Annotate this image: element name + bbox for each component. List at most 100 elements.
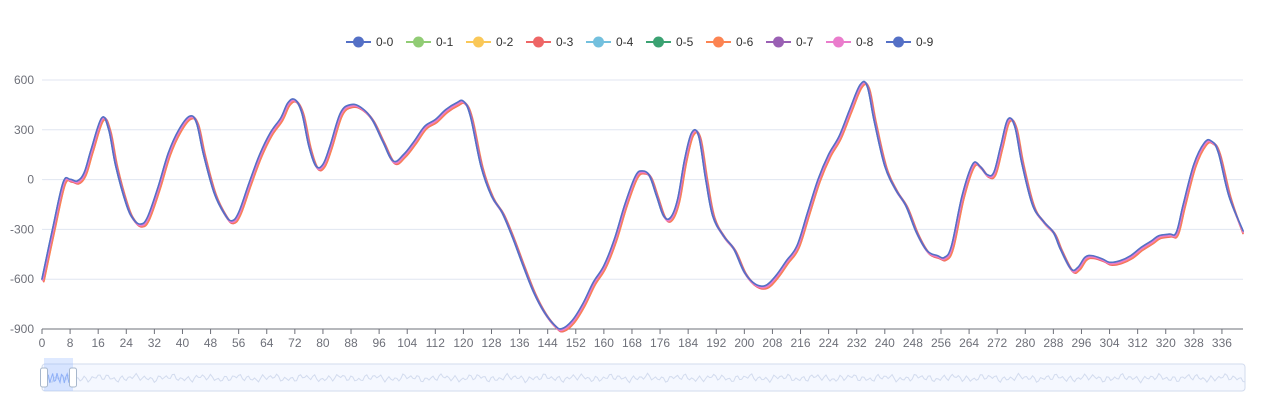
legend-label: 0-5	[676, 35, 694, 49]
zoom-handle-left[interactable]	[40, 367, 48, 388]
x-tick-label: 104	[397, 336, 417, 350]
data-zoom-slider[interactable]	[40, 358, 1246, 392]
x-tick-label: 48	[204, 336, 218, 350]
x-tick-label: 96	[372, 336, 386, 350]
series-line-0-1[interactable]	[42, 81, 1244, 332]
legend-label: 0-0	[376, 35, 394, 49]
x-tick-label: 320	[1156, 336, 1176, 350]
x-tick-label: 24	[120, 336, 134, 350]
series-line-0-8[interactable]	[41, 82, 1244, 332]
legend-marker-icon	[653, 36, 664, 48]
x-tick-label: 200	[734, 336, 754, 350]
legend-marker-icon	[473, 36, 484, 48]
y-tick-label: -600	[10, 272, 34, 286]
x-tick-label: 208	[762, 336, 782, 350]
legend-item-0-5[interactable]: 0-5	[646, 35, 694, 49]
y-tick-label: -300	[10, 222, 34, 236]
x-tick-label: 176	[650, 336, 670, 350]
legend-label: 0-1	[436, 35, 454, 49]
zoom-preview-line	[41, 372, 1246, 384]
y-tick-label: 300	[14, 123, 34, 137]
x-tick-label: 280	[1015, 336, 1035, 350]
legend-marker-icon	[593, 36, 604, 48]
legend-marker-icon	[713, 36, 724, 48]
x-tick-label: 256	[931, 336, 951, 350]
x-tick-label: 0	[39, 336, 46, 350]
x-axis: 0 8 16 24 32 40 48 56 64 72 80 88 96 104 112 120 128 136 1…	[39, 328, 1243, 350]
legend-item-0-4[interactable]: 0-4	[586, 35, 634, 49]
legend[interactable]: 0-0 0-1 0-2 0-3 0-4 0-5 0-6 0-7 0-8 0-9	[346, 35, 934, 49]
series-line-0-6[interactable]	[43, 82, 1244, 332]
zoom-track[interactable]	[41, 363, 1246, 392]
legend-marker-icon	[893, 36, 904, 48]
x-tick-label: 112	[426, 336, 445, 350]
legend-label: 0-7	[796, 35, 814, 49]
x-tick-label: 248	[903, 336, 923, 350]
x-tick-label: 72	[288, 336, 302, 350]
series-line-0-2[interactable]	[42, 82, 1244, 333]
series-line-0-9[interactable]	[41, 80, 1244, 330]
series-line-0-0[interactable]	[41, 80, 1244, 331]
legend-item-0-3[interactable]: 0-3	[526, 35, 574, 49]
x-tick-label: 192	[706, 336, 726, 350]
zoom-selection-preview	[43, 372, 74, 385]
legend-item-0-7[interactable]: 0-7	[766, 35, 814, 49]
x-tick-label: 160	[594, 336, 614, 350]
legend-item-0-2[interactable]: 0-2	[466, 35, 514, 49]
legend-label: 0-6	[736, 35, 754, 49]
x-tick-label: 312	[1128, 336, 1148, 350]
y-tick-label: -900	[10, 322, 34, 336]
x-tick-label: 272	[987, 336, 1007, 350]
series-line-0-5[interactable]	[41, 81, 1244, 331]
x-tick-label: 224	[819, 336, 839, 350]
grid	[42, 79, 1243, 330]
x-tick-label: 304	[1100, 336, 1120, 350]
legend-item-0-8[interactable]: 0-8	[826, 35, 874, 49]
series-line-0-4[interactable]	[41, 81, 1244, 331]
legend-marker-icon	[353, 36, 364, 48]
x-tick-label: 328	[1184, 336, 1204, 350]
legend-marker-icon	[533, 36, 544, 48]
legend-label: 0-8	[856, 35, 874, 49]
zoom-handle-right[interactable]	[69, 367, 77, 388]
x-tick-label: 40	[176, 336, 190, 350]
series-line-0-3[interactable]	[42, 83, 1244, 333]
x-tick-label: 16	[92, 336, 106, 350]
x-tick-label: 56	[232, 336, 246, 350]
legend-label: 0-3	[556, 35, 574, 49]
x-tick-label: 168	[622, 336, 642, 350]
x-tick-label: 8	[67, 336, 74, 350]
x-tick-label: 288	[1043, 336, 1063, 350]
x-tick-label: 128	[481, 336, 501, 350]
legend-label: 0-2	[496, 35, 514, 49]
legend-item-0-9[interactable]: 0-9	[886, 35, 934, 49]
x-tick-label: 336	[1212, 336, 1232, 350]
zoom-selection[interactable]	[44, 358, 73, 391]
x-tick-label: 64	[260, 336, 274, 350]
x-tick-label: 88	[344, 336, 358, 350]
legend-marker-icon	[833, 36, 844, 48]
x-tick-label: 136	[510, 336, 530, 350]
legend-label: 0-9	[916, 35, 934, 49]
x-tick-label: 184	[678, 336, 698, 350]
y-tick-label: 600	[14, 73, 34, 87]
x-tick-label: 152	[566, 336, 586, 350]
series-line-0-7[interactable]	[42, 81, 1244, 331]
legend-item-0-6[interactable]: 0-6	[706, 35, 754, 49]
legend-marker-icon	[773, 36, 784, 48]
legend-item-0-0[interactable]: 0-0	[346, 35, 394, 49]
x-tick-label: 216	[791, 336, 811, 350]
x-tick-label: 264	[959, 336, 979, 350]
x-tick-label: 32	[148, 336, 162, 350]
legend-item-0-1[interactable]: 0-1	[406, 35, 454, 49]
y-tick-label: 0	[27, 173, 34, 187]
x-tick-label: 296	[1071, 336, 1091, 350]
x-tick-label: 144	[538, 336, 558, 350]
x-tick-label: 80	[316, 336, 330, 350]
x-tick-label: 120	[453, 336, 473, 350]
legend-label: 0-4	[616, 35, 634, 49]
y-axis: -900 -600 -300 0 300 600	[10, 73, 34, 336]
x-tick-label: 232	[847, 336, 867, 350]
x-tick-label: 240	[875, 336, 895, 350]
